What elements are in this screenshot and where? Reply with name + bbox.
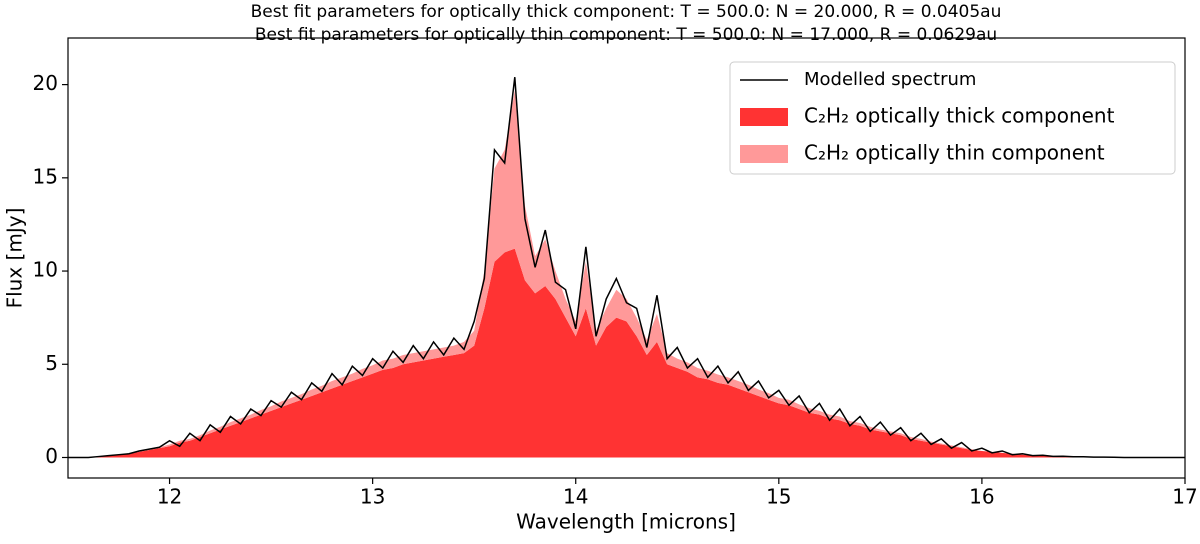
x-tick-label: 16 <box>969 485 994 509</box>
chart-title: Best fit parameters for optically thick … <box>251 2 1002 22</box>
y-tick-label: 5 <box>45 351 58 375</box>
y-tick-label: 10 <box>33 258 58 282</box>
legend-label: C₂H₂ optically thick component <box>804 104 1115 128</box>
y-axis-label: Flux [mJy] <box>3 208 27 309</box>
area <box>68 248 1185 458</box>
x-tick-label: 15 <box>766 485 791 509</box>
legend-swatch <box>740 108 788 126</box>
x-tick-label: 12 <box>157 485 182 509</box>
x-axis-label: Wavelength [microns] <box>516 510 736 534</box>
legend-label: Modelled spectrum <box>804 69 976 90</box>
legend-swatch <box>740 145 788 163</box>
y-tick-label: 15 <box>33 164 58 188</box>
legend-box <box>729 61 1176 175</box>
x-tick-label: 17 <box>1172 485 1197 509</box>
plot-frame <box>67 37 1186 479</box>
x-tick-label: 13 <box>360 485 385 509</box>
chart-title: Best fit parameters for optically thin c… <box>255 25 997 45</box>
x-tick-label: 14 <box>563 485 588 509</box>
legend-label: C₂H₂ optically thin component <box>804 141 1105 165</box>
y-tick-label: 0 <box>45 444 58 468</box>
y-tick-label: 20 <box>33 71 58 95</box>
line <box>68 77 1185 459</box>
